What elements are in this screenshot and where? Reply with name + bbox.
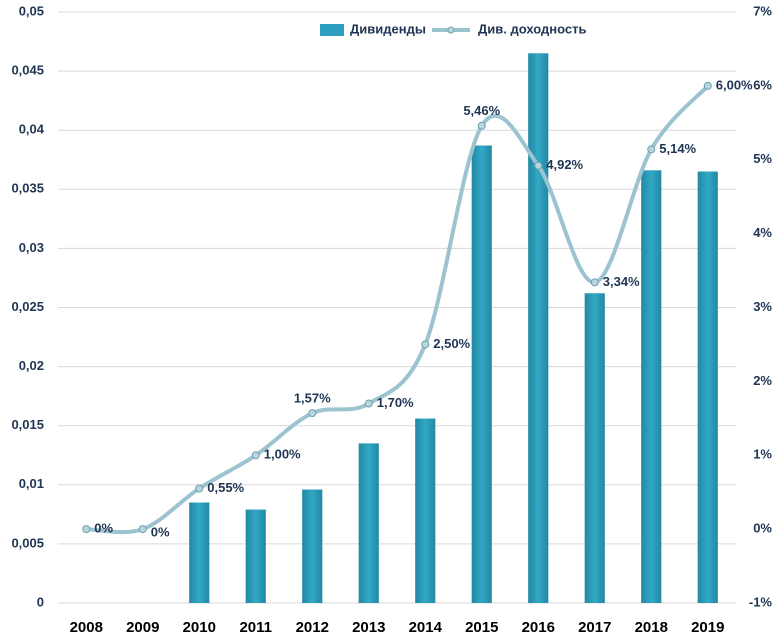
x-tick-label: 2012 <box>296 619 329 636</box>
data-label: 1,57% <box>294 391 331 406</box>
x-tick-label: 2008 <box>70 619 103 636</box>
legend-label: Дивиденды <box>350 21 426 36</box>
line-point <box>703 81 712 90</box>
data-label: 5,46% <box>463 103 500 118</box>
x-tick-label: 2014 <box>409 619 443 636</box>
y-tick-label: 0,02 <box>19 358 44 373</box>
line-point <box>308 409 317 418</box>
data-label: 2,50% <box>433 336 470 351</box>
x-tick-label: 2010 <box>183 619 216 636</box>
bar-shade <box>415 418 436 603</box>
y2-tick-label: 6% <box>753 77 772 92</box>
legend-point <box>447 26 455 34</box>
x-tick-label: 2011 <box>239 619 272 636</box>
x-tick-label: 2018 <box>635 619 668 636</box>
y2-tick-label: 5% <box>753 151 772 166</box>
line-point <box>647 145 656 154</box>
line-point <box>590 278 599 287</box>
bar-shade <box>584 293 605 603</box>
line-point <box>195 484 204 493</box>
data-label: 4,92% <box>546 157 583 172</box>
data-label: 1,00% <box>264 447 301 462</box>
y2-tick-label: -1% <box>749 594 773 609</box>
line-point <box>477 121 486 130</box>
x-tick-label: 2009 <box>126 619 159 636</box>
x-tick-label: 2015 <box>465 619 498 636</box>
data-label: 1,70% <box>377 395 414 410</box>
line-point <box>251 451 260 460</box>
bar-shade <box>697 171 718 603</box>
y-tick-label: 0,045 <box>11 63 44 78</box>
y-tick-label: 0,005 <box>11 535 44 550</box>
y2-tick-label: 0% <box>753 521 772 536</box>
line-point <box>534 161 543 170</box>
y-tick-label: 0,035 <box>11 181 44 196</box>
data-label: 5,14% <box>659 141 696 156</box>
y2-tick-label: 4% <box>753 225 772 240</box>
x-tick-label: 2017 <box>578 619 611 636</box>
bar-shade <box>641 170 662 603</box>
bar-shade <box>189 502 210 603</box>
y2-tick-label: 2% <box>753 373 772 388</box>
legend-swatch <box>320 24 344 36</box>
y2-tick-label: 3% <box>753 299 772 314</box>
line-point <box>364 399 373 408</box>
y-tick-label: 0,01 <box>19 476 44 491</box>
bar-shade <box>302 489 323 603</box>
y-tick-label: 0,025 <box>11 299 44 314</box>
x-tick-label: 2013 <box>352 619 385 636</box>
line-point <box>421 340 430 349</box>
line <box>84 83 710 535</box>
y-tick-label: 0,03 <box>19 240 44 255</box>
bar-shade <box>471 145 492 604</box>
legend-label: Див. доходность <box>478 21 586 36</box>
bar-shade <box>245 509 266 603</box>
y-tick-label: 0,05 <box>19 3 44 18</box>
data-label: 0,55% <box>207 480 244 495</box>
bar-shade <box>358 443 379 603</box>
y-tick-label: 0,04 <box>19 122 45 137</box>
data-label: 3,34% <box>603 274 640 289</box>
y-tick-label: 0,015 <box>11 417 44 432</box>
y-tick-label: 0 <box>37 594 44 609</box>
data-label: 6,00% <box>716 77 753 92</box>
x-tick-label: 2016 <box>522 619 555 636</box>
bar-shade <box>528 53 549 604</box>
y2-tick-label: 7% <box>753 3 772 18</box>
data-label: 0% <box>94 521 113 536</box>
data-label: 0% <box>151 525 170 540</box>
line-point <box>138 525 147 534</box>
y2-tick-label: 1% <box>753 447 772 462</box>
line-point <box>82 525 91 534</box>
x-tick-label: 2019 <box>691 619 724 636</box>
